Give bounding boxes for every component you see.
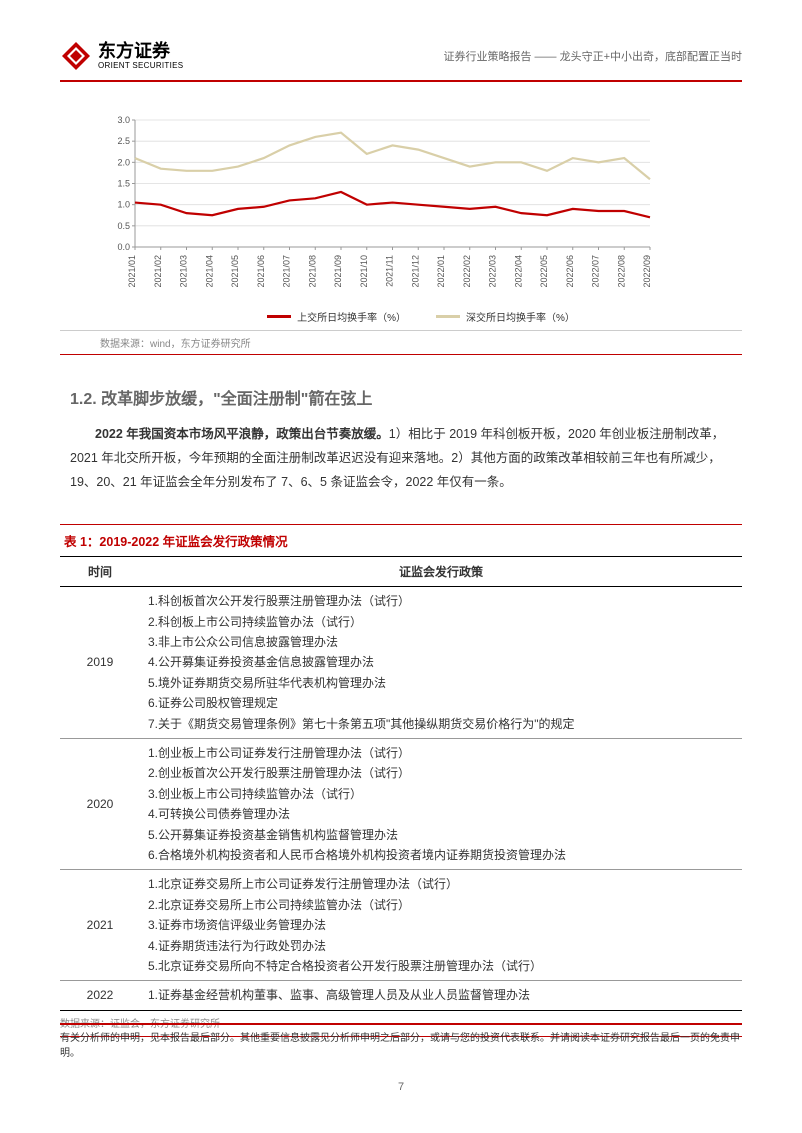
svg-text:2022/09: 2022/09 [642,255,652,288]
svg-text:2022/03: 2022/03 [488,255,498,288]
policy-line: 4.公开募集证券投资基金信息披露管理办法 [148,652,734,672]
policies-cell: 1.创业板上市公司证券发行注册管理办法（试行）2.创业板首次公开发行股票注册管理… [140,738,742,869]
svg-text:2021/12: 2021/12 [410,255,420,288]
policy-line: 5.北京证券交易所向不特定合格投资者公开发行股票注册管理办法（试行） [148,956,734,976]
header-subtitle: 证券行业策略报告 —— 龙头守正+中小出奇，底部配置正当时 [443,48,742,64]
year-cell: 2019 [60,587,140,739]
legend-item-sse: 上交所日均换手率（%） [267,309,406,324]
turnover-chart: 0.0 0.5 1.0 1.5 2.0 2.5 3.0 2021/01 2021/02 2021/… [60,112,742,324]
chart-source: 数据来源：wind，东方证券研究所 [60,330,742,355]
svg-text:2021/05: 2021/05 [230,255,240,288]
svg-text:2022/04: 2022/04 [513,255,523,288]
policies-cell: 1.科创板首次公开发行股票注册管理办法（试行）2.科创板上市公司持续监管办法（试… [140,587,742,739]
svg-text:3.0: 3.0 [117,115,130,125]
svg-text:2021/01: 2021/01 [127,255,137,288]
svg-text:2022/05: 2022/05 [539,255,549,288]
svg-text:2022/07: 2022/07 [591,255,601,288]
svg-text:2022/06: 2022/06 [565,255,575,288]
svg-text:2021/04: 2021/04 [204,255,214,288]
svg-text:1.5: 1.5 [117,179,130,189]
svg-text:2.0: 2.0 [117,157,130,167]
legend-swatch [267,315,291,318]
svg-text:2021/02: 2021/02 [153,255,163,288]
policy-line: 1.北京证券交易所上市公司证券发行注册管理办法（试行） [148,874,734,894]
policy-line: 4.可转换公司债券管理办法 [148,804,734,824]
legend-label: 上交所日均换手率（%） [297,309,406,324]
table-row: 20201.创业板上市公司证券发行注册管理办法（试行）2.创业板首次公开发行股票… [60,738,742,869]
chart-canvas: 0.0 0.5 1.0 1.5 2.0 2.5 3.0 2021/01 2021/02 2021/… [100,112,660,302]
policy-line: 5.境外证券期货交易所驻华代表机构管理办法 [148,673,734,693]
svg-text:2021/11: 2021/11 [385,255,395,287]
policy-line: 7.关于《期货交易管理条例》第七十条第五项"其他操纵期货交易价格行为"的规定 [148,714,734,734]
section-heading: 1.2. 改革脚步放缓，"全面注册制"箭在弦上 [60,385,742,409]
svg-text:0.0: 0.0 [117,242,130,252]
table-title: 表 1：2019-2022 年证监会发行政策情况 [60,524,742,556]
svg-text:2021/09: 2021/09 [333,255,343,288]
policies-cell: 1.证券基金经营机构董事、监事、高级管理人员及从业人员监督管理办法 [140,981,742,1010]
table-row: 20211.北京证券交易所上市公司证券发行注册管理办法（试行）2.北京证券交易所… [60,870,742,981]
company-logo: 东方证券 ORIENT SECURITIES [60,40,183,72]
logo-icon [60,40,92,72]
year-cell: 2020 [60,738,140,869]
legend-swatch [436,315,460,318]
legend-item-szse: 深交所日均换手率（%） [436,309,575,324]
policy-line: 3.创业板上市公司持续监管办法（试行） [148,784,734,804]
svg-text:2021/07: 2021/07 [282,255,292,288]
year-cell: 2022 [60,981,140,1010]
svg-text:1.0: 1.0 [117,200,130,210]
footer-disclaimer: 有关分析师的申明，见本报告最后部分。其他重要信息披露见分析师申明之后部分，或请与… [60,1023,742,1061]
page-header: 东方证券 ORIENT SECURITIES 证券行业策略报告 —— 龙头守正+… [60,40,742,82]
svg-text:2022/08: 2022/08 [616,255,626,288]
policy-line: 1.科创板首次公开发行股票注册管理办法（试行） [148,591,734,611]
policy-line: 1.创业板上市公司证券发行注册管理办法（试行） [148,743,734,763]
svg-text:2.5: 2.5 [117,136,130,146]
section-title-text: 改革脚步放缓，"全面注册制"箭在弦上 [101,391,372,408]
policy-line: 6.证券公司股权管理规定 [148,693,734,713]
logo-text-cn: 东方证券 [98,42,183,62]
svg-text:2021/10: 2021/10 [359,255,369,288]
policy-line: 3.证券市场资信评级业务管理办法 [148,915,734,935]
body-paragraph: 2022 年我国资本市场风平浪静，政策出台节奏放缓。1）相比于 2019 年科创… [60,423,742,494]
table-row: 20191.科创板首次公开发行股票注册管理办法（试行）2.科创板上市公司持续监管… [60,587,742,739]
policies-cell: 1.北京证券交易所上市公司证券发行注册管理办法（试行）2.北京证券交易所上市公司… [140,870,742,981]
policy-line: 5.公开募集证券投资基金销售机构监督管理办法 [148,825,734,845]
svg-text:2022/02: 2022/02 [462,255,472,288]
policy-table: 时间 证监会发行政策 20191.科创板首次公开发行股票注册管理办法（试行）2.… [60,556,742,1010]
policy-line: 2.创业板首次公开发行股票注册管理办法（试行） [148,763,734,783]
policy-line: 6.合格境外机构投资者和人民币合格境外机构投资者境内证券期货投资管理办法 [148,845,734,865]
svg-text:2021/03: 2021/03 [179,255,189,288]
page-number: 7 [60,1081,742,1093]
svg-text:2021/06: 2021/06 [256,255,266,288]
section-number: 1.2. [70,391,97,408]
chart-legend: 上交所日均换手率（%） 深交所日均换手率（%） [100,309,742,324]
policy-line: 1.证券基金经营机构董事、监事、高级管理人员及从业人员监督管理办法 [148,985,734,1005]
svg-text:2021/08: 2021/08 [307,255,317,288]
svg-text:0.5: 0.5 [117,221,130,231]
para-bold: 2022 年我国资本市场风平浪静，政策出台节奏放缓。 [95,427,389,441]
svg-text:2022/01: 2022/01 [436,255,446,288]
logo-text-en: ORIENT SECURITIES [98,62,183,71]
policy-line: 2.科创板上市公司持续监管办法（试行） [148,612,734,632]
page-footer: 有关分析师的申明，见本报告最后部分。其他重要信息披露见分析师申明之后部分，或请与… [60,1023,742,1093]
policy-line: 2.北京证券交易所上市公司持续监管办法（试行） [148,895,734,915]
legend-label: 深交所日均换手率（%） [466,309,575,324]
year-cell: 2021 [60,870,140,981]
table-header-time: 时间 [60,557,140,587]
table-row: 2022 1.证券基金经营机构董事、监事、高级管理人员及从业人员监督管理办法 [60,981,742,1010]
policy-line: 4.证券期货违法行为行政处罚办法 [148,936,734,956]
table-header-policy: 证监会发行政策 [140,557,742,587]
policy-line: 3.非上市公众公司信息披露管理办法 [148,632,734,652]
